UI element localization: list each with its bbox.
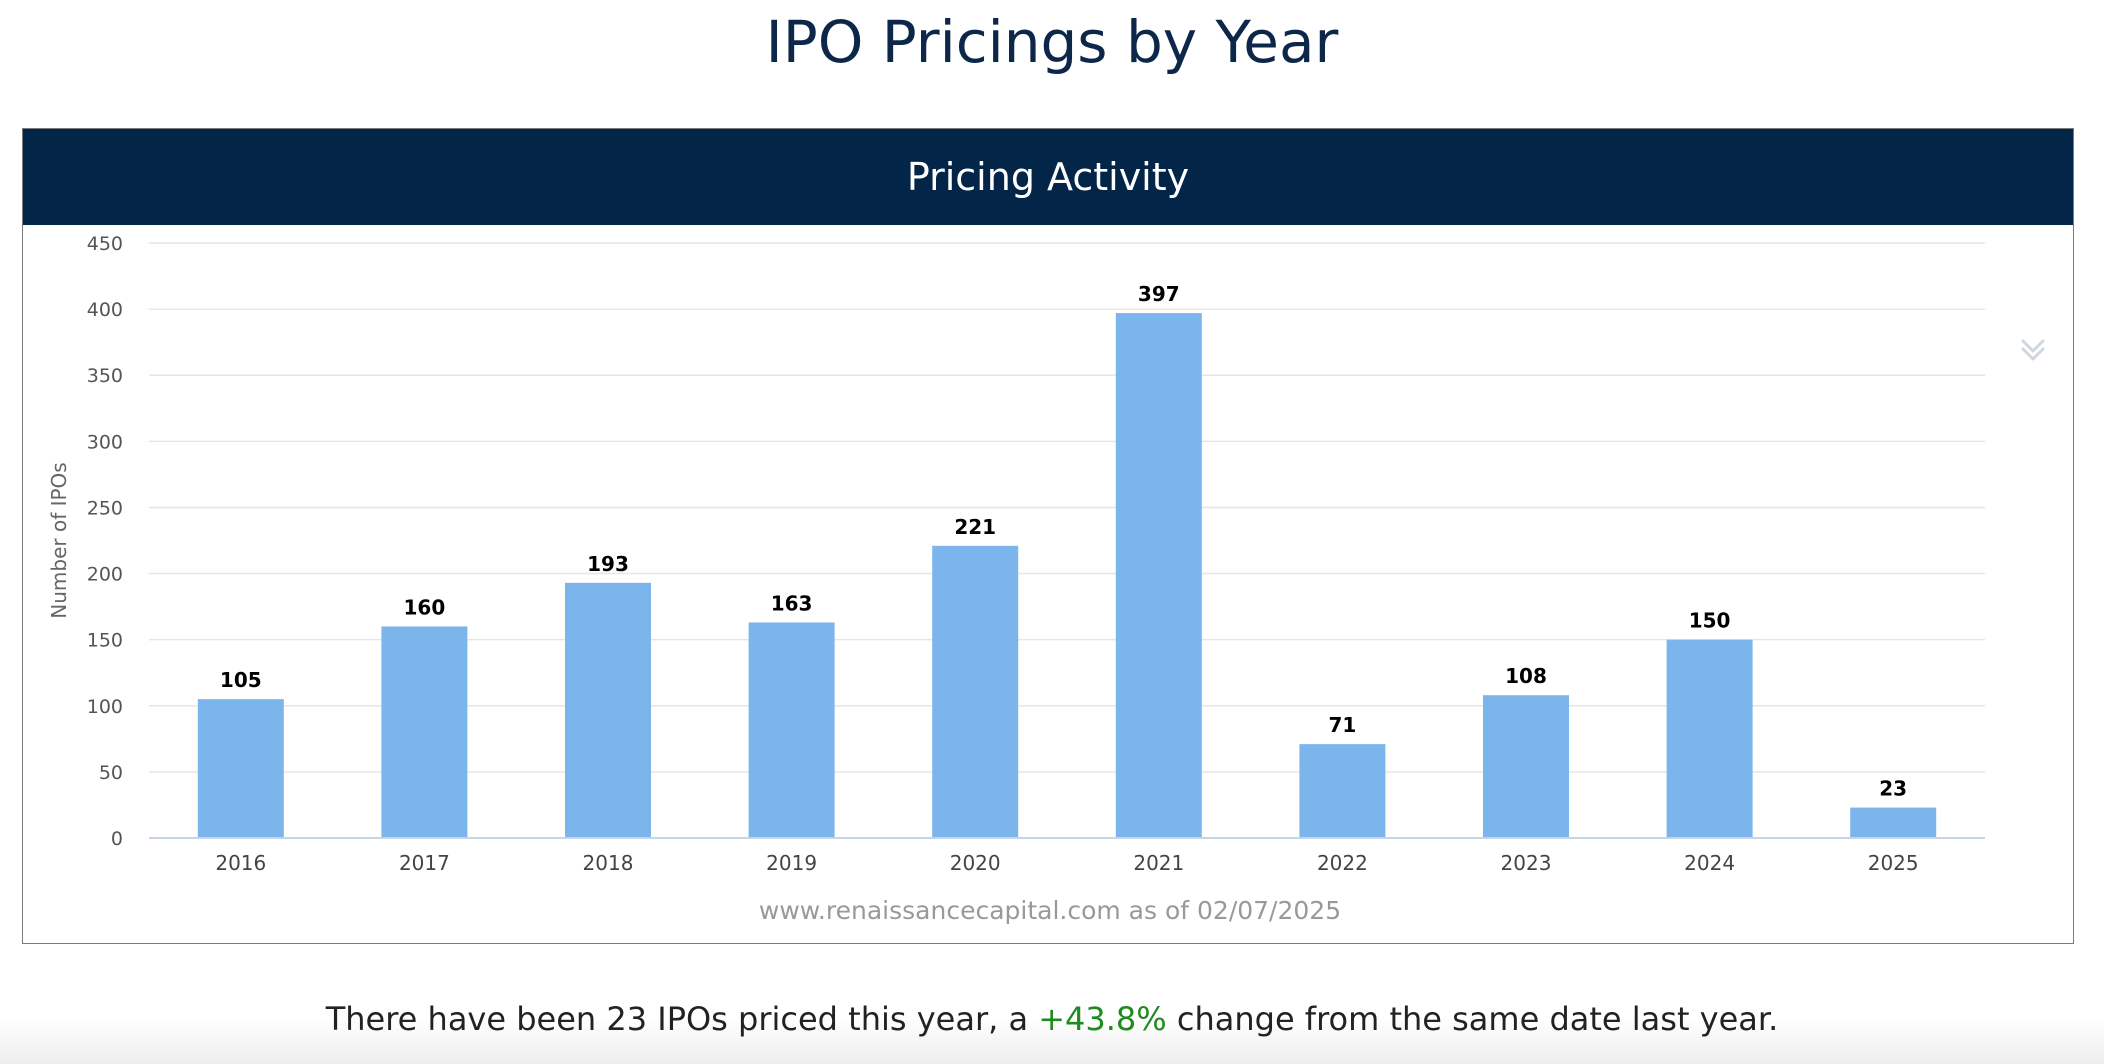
y-tick-label: 50 xyxy=(99,762,123,784)
data-label: 397 xyxy=(1138,282,1180,306)
x-tick-label: 2022 xyxy=(1317,851,1368,875)
bar-chart: 105 160 193 163 221 397 71 108 150 23 0 50 100 150 20… xyxy=(47,233,2045,925)
chart-credits[interactable]: www.renaissancecapital.com as of 02/07/2… xyxy=(759,896,1341,925)
chart-menu-button[interactable] xyxy=(2021,339,2045,361)
bar[interactable] xyxy=(381,626,468,838)
page-title: IPO Pricings by Year xyxy=(765,8,1339,76)
bar[interactable] xyxy=(1483,695,1569,838)
footer-suffix: change from the same date last year. xyxy=(1166,1000,1779,1038)
x-tick-label: 2023 xyxy=(1501,851,1552,875)
bar[interactable] xyxy=(1115,313,1202,838)
double-chevron-down-icon xyxy=(2021,339,2045,361)
x-tick-label: 2020 xyxy=(950,851,1001,875)
grid-lines xyxy=(149,242,1985,773)
bar[interactable] xyxy=(748,622,835,838)
data-label: 160 xyxy=(404,595,446,619)
bar[interactable] xyxy=(1850,807,1937,838)
x-tick-label: 2024 xyxy=(1684,851,1735,875)
data-labels: 105 160 193 163 221 397 71 108 150 23 xyxy=(220,282,1907,801)
data-label: 23 xyxy=(1879,777,1907,801)
y-tick-label: 350 xyxy=(87,365,123,387)
bars xyxy=(197,313,1937,838)
footer-summary: There have been 23 IPOs priced this year… xyxy=(0,1000,2104,1038)
bar[interactable] xyxy=(1299,744,1386,838)
panel-title: Pricing Activity xyxy=(906,155,1190,199)
bar[interactable] xyxy=(1666,639,1753,838)
bar[interactable] xyxy=(197,699,284,838)
panel-header: Pricing Activity xyxy=(23,129,2073,225)
change-value: +43.8% xyxy=(1038,1000,1167,1038)
axes: 0 50 100 150 200 250 300 350 400 450 2016 2017 2018 2… xyxy=(87,233,1985,875)
bar[interactable] xyxy=(565,582,651,838)
y-tick-label: 0 xyxy=(111,828,123,850)
x-tick-label: 2018 xyxy=(583,851,634,875)
data-label: 163 xyxy=(771,591,813,615)
data-label: 193 xyxy=(587,552,629,576)
y-tick-label: 150 xyxy=(87,630,123,652)
chart-panel: Pricing Activity 105 160 193 163 221 397 71 108… xyxy=(22,128,2074,944)
y-tick-label: 400 xyxy=(87,299,123,321)
x-tick-label: 2025 xyxy=(1868,851,1919,875)
y-tick-label: 250 xyxy=(87,497,123,519)
bar[interactable] xyxy=(932,545,1019,838)
x-tick-label: 2017 xyxy=(399,851,450,875)
y-tick-label: 100 xyxy=(87,696,123,718)
data-label: 150 xyxy=(1689,609,1731,633)
y-tick-label: 200 xyxy=(87,564,123,586)
y-axis-title: Number of IPOs xyxy=(47,462,71,618)
data-label: 221 xyxy=(954,515,996,539)
y-tick-label: 300 xyxy=(87,431,123,453)
data-label: 71 xyxy=(1328,713,1356,737)
data-label: 108 xyxy=(1505,664,1547,688)
footer-band xyxy=(0,960,2104,1064)
y-tick-label: 450 xyxy=(87,233,123,255)
data-label: 105 xyxy=(220,668,262,692)
x-tick-label: 2016 xyxy=(215,851,266,875)
x-tick-label: 2019 xyxy=(766,851,817,875)
x-tick-label: 2021 xyxy=(1133,851,1184,875)
footer-prefix: There have been 23 IPOs priced this year… xyxy=(325,1000,1039,1038)
